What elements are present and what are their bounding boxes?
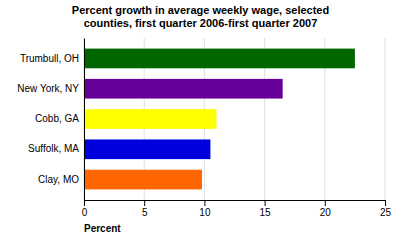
bars <box>84 49 355 190</box>
x-tick-mark <box>265 200 266 206</box>
x-tick-mark <box>385 200 386 206</box>
bar <box>84 170 202 190</box>
grid-line <box>84 38 85 200</box>
x-tick-mark <box>204 200 205 206</box>
x-tick-label: 0 <box>82 207 88 218</box>
y-tick: Suffolk, MA <box>28 143 84 154</box>
y-axis: Clay, MO Suffolk, MA Cobb, GA New York, NY T… <box>17 39 84 201</box>
grid <box>84 38 385 200</box>
x-tick-label: 5 <box>142 207 148 218</box>
x-tick: 20 <box>320 200 332 218</box>
y-tick-label: Trumbull, OH <box>20 53 79 64</box>
bar <box>84 139 210 159</box>
x-tick-label: 15 <box>260 207 272 218</box>
x-tick: 0 <box>82 200 88 218</box>
x-tick-label: 10 <box>199 207 211 218</box>
title-line: counties, first quarter 2006-first quart… <box>84 17 318 29</box>
bar <box>84 109 216 129</box>
plot: 0 5 10 15 20 25 Clay, MO Suffolk, MA Cobb, GA New… <box>17 38 391 234</box>
chart: 0 5 10 15 20 25 Clay, MO Suffolk, MA Cobb, GA New… <box>0 0 401 238</box>
x-tick-label: 25 <box>380 207 392 218</box>
x-tick-mark <box>325 200 326 206</box>
x-tick-label: 20 <box>320 207 332 218</box>
y-tick: Clay, MO <box>38 174 84 185</box>
x-tick: 15 <box>260 200 272 218</box>
y-tick-label: New York, NY <box>17 83 79 94</box>
y-tick: Cobb, GA <box>35 113 84 124</box>
x-axis: 0 5 10 15 20 25 <box>82 200 392 218</box>
y-tick-label: Suffolk, MA <box>28 143 79 154</box>
x-axis-line <box>85 201 386 207</box>
grid-line <box>385 38 386 200</box>
y-axis-line <box>84 39 85 201</box>
bar <box>84 49 355 69</box>
y-tick-label: Clay, MO <box>38 174 79 185</box>
bar <box>84 79 283 99</box>
x-axis-label: Percent <box>84 223 121 234</box>
y-tick: New York, NY <box>17 83 84 94</box>
title-line: Percent growth in average weekly wage, s… <box>72 4 329 16</box>
x-tick: 10 <box>199 200 211 218</box>
x-tick: 5 <box>142 200 148 218</box>
x-tick-mark <box>84 200 85 206</box>
x-tick: 25 <box>380 200 392 218</box>
title: Percent growth in average weekly wage, s… <box>72 4 329 29</box>
y-tick: Trumbull, OH <box>20 53 84 64</box>
x-tick-mark <box>144 200 145 206</box>
y-tick-label: Cobb, GA <box>35 113 79 124</box>
